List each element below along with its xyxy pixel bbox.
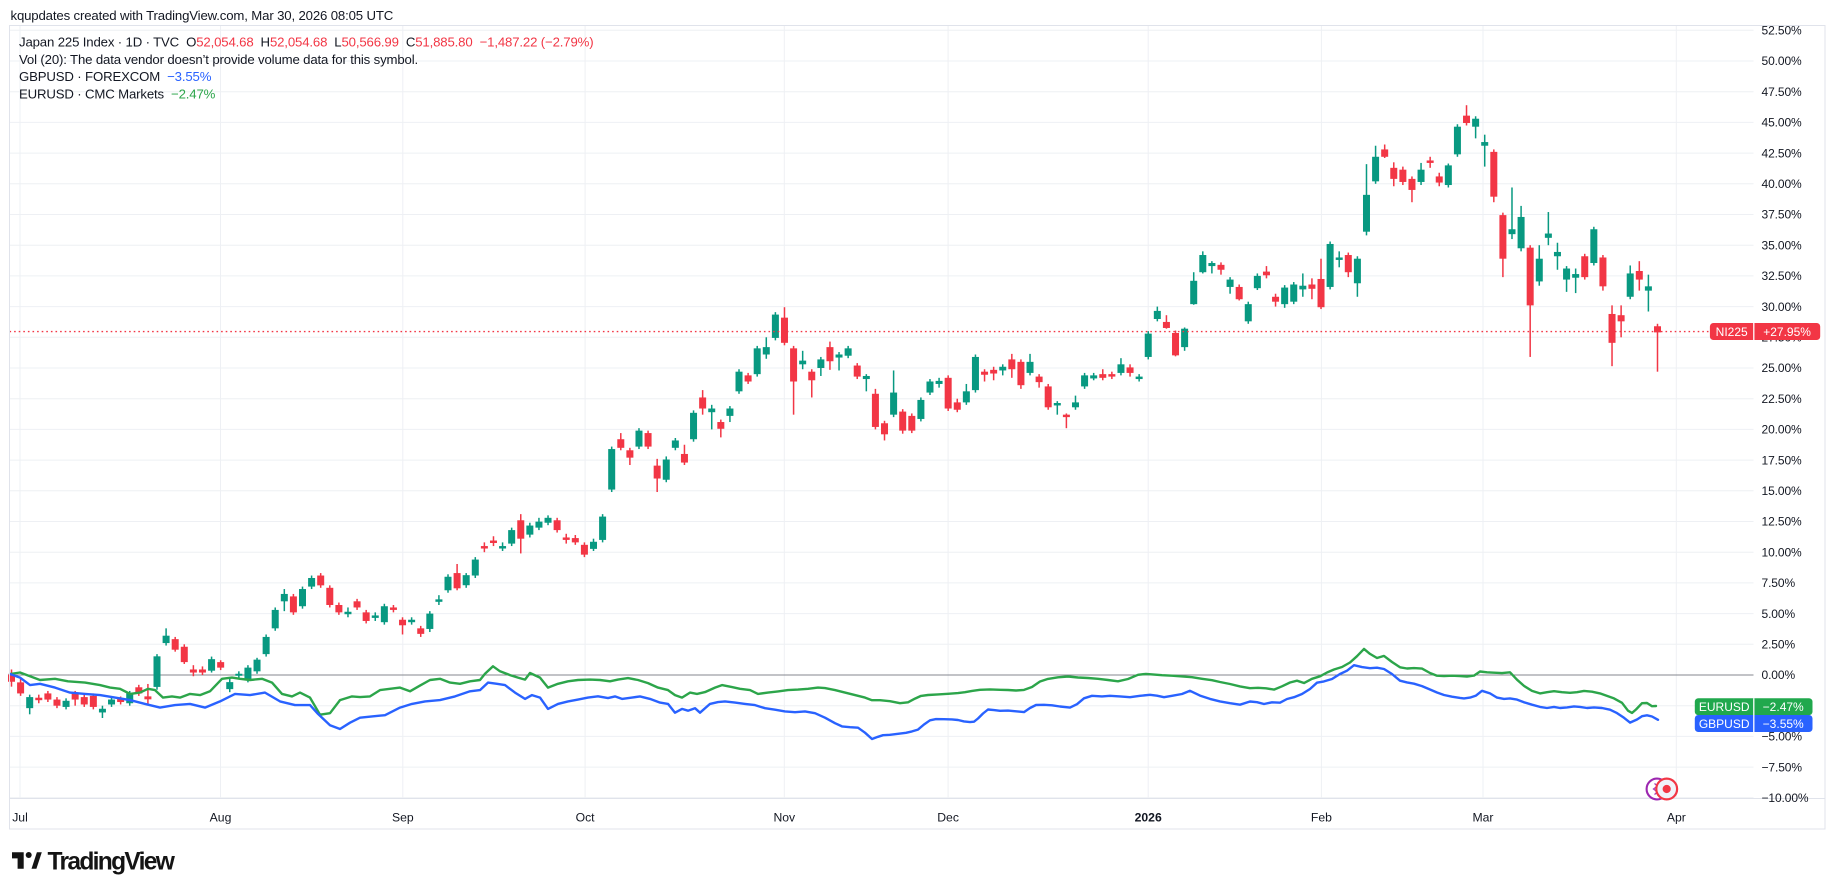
svg-text:TradingView: TradingView [48,849,176,876]
svg-text:−10.00%: −10.00% [1762,791,1809,805]
svg-text:20.00%: 20.00% [1762,423,1803,437]
svg-text:Mar: Mar [1473,811,1494,825]
svg-text:Sep: Sep [392,811,414,825]
svg-text:17.50%: 17.50% [1762,453,1803,467]
svg-text:35.00%: 35.00% [1762,238,1803,252]
svg-text:32.50%: 32.50% [1762,269,1803,283]
svg-text:NI225: NI225 [1716,325,1748,339]
svg-text:52.50%: 52.50% [1762,24,1803,38]
svg-text:−3.55%: −3.55% [1763,717,1804,731]
svg-text:42.50%: 42.50% [1762,146,1803,160]
svg-text:Jul: Jul [12,811,28,825]
svg-text:+27.95%: +27.95% [1763,325,1811,339]
svg-text:−7.50%: −7.50% [1762,760,1803,774]
svg-text:GBPUSD · FOREXCOM −3.55%: GBPUSD · FOREXCOM −3.55% [19,69,212,84]
svg-text:2026: 2026 [1135,811,1162,825]
svg-text:Feb: Feb [1311,811,1332,825]
svg-text:2.50%: 2.50% [1762,638,1796,652]
svg-text:30.00%: 30.00% [1762,300,1803,314]
svg-text:−2.47%: −2.47% [1763,700,1804,714]
svg-text:Nov: Nov [773,811,796,825]
svg-text:Japan 225 Index · 1D · TVC O5: Japan 225 Index · 1D · TVC O52,054.68 H5… [19,35,593,50]
svg-text:47.50%: 47.50% [1762,85,1803,99]
svg-text:Vol (20): The data vendor does: Vol (20): The data vendor doesn’t provid… [19,52,418,67]
svg-text:45.00%: 45.00% [1762,116,1803,130]
svg-text:Aug: Aug [210,811,232,825]
svg-text:40.00%: 40.00% [1762,177,1803,191]
svg-text:50.00%: 50.00% [1762,54,1803,68]
svg-text:−5.00%: −5.00% [1762,730,1803,744]
svg-text:7.50%: 7.50% [1762,576,1796,590]
svg-text:Oct: Oct [576,811,596,825]
svg-text:Dec: Dec [937,811,959,825]
svg-text:10.00%: 10.00% [1762,545,1803,559]
svg-text:22.50%: 22.50% [1762,392,1803,406]
svg-text:12.50%: 12.50% [1762,515,1803,529]
svg-text:kqupdates created with Trading: kqupdates created with TradingView.com, … [11,8,394,23]
svg-text:GBPUSD: GBPUSD [1699,717,1750,731]
svg-text:37.50%: 37.50% [1762,208,1803,222]
svg-text:15.00%: 15.00% [1762,484,1803,498]
svg-text:EURUSD: EURUSD [1699,700,1750,714]
svg-text:0.00%: 0.00% [1762,668,1796,682]
svg-text:5.00%: 5.00% [1762,607,1796,621]
svg-text:EURUSD · CMC Markets −2.47%: EURUSD · CMC Markets −2.47% [19,86,216,101]
svg-text:25.00%: 25.00% [1762,361,1803,375]
svg-text:Apr: Apr [1667,811,1686,825]
